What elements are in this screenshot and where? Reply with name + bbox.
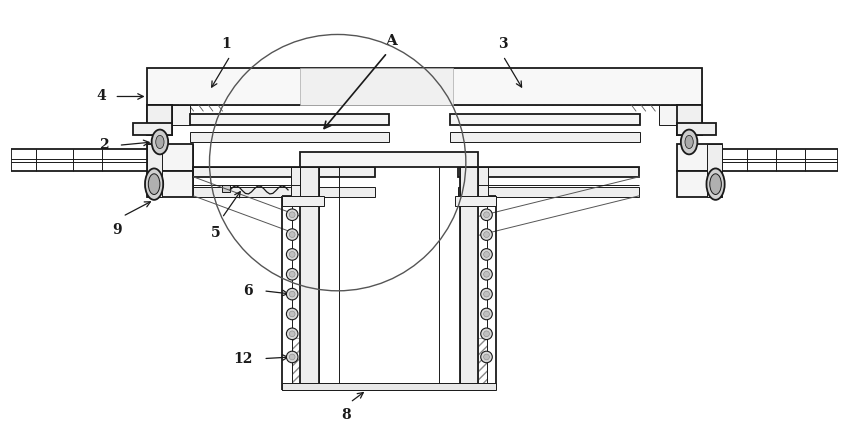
Circle shape [484, 212, 489, 218]
Bar [659, 105, 677, 125]
Circle shape [484, 331, 489, 337]
Text: 12: 12 [233, 351, 252, 366]
Circle shape [481, 328, 492, 340]
Text: 5: 5 [211, 226, 221, 240]
Text: 6: 6 [243, 284, 252, 298]
Circle shape [290, 232, 295, 238]
Text: 1: 1 [222, 37, 231, 51]
Bar [172, 105, 190, 125]
Circle shape [286, 229, 298, 241]
Bar [292, 338, 309, 386]
Text: 2: 2 [99, 138, 109, 152]
Bar [222, 185, 230, 192]
Ellipse shape [155, 135, 164, 149]
Text: 8: 8 [341, 408, 351, 422]
Bar [290, 167, 301, 196]
Circle shape [484, 272, 489, 277]
Bar [460, 167, 478, 388]
Bar [677, 144, 722, 171]
Bar [478, 167, 488, 196]
Bar [458, 187, 639, 197]
Bar [301, 152, 478, 167]
Bar [190, 132, 389, 142]
Circle shape [286, 288, 298, 300]
Circle shape [484, 232, 489, 238]
Circle shape [286, 328, 298, 340]
Circle shape [481, 249, 492, 260]
Circle shape [286, 209, 298, 221]
Circle shape [484, 311, 489, 317]
Circle shape [286, 308, 298, 320]
Bar [148, 144, 162, 197]
Circle shape [290, 212, 295, 218]
Circle shape [290, 272, 295, 277]
Bar [301, 167, 318, 388]
Bar [148, 171, 193, 197]
Ellipse shape [149, 174, 160, 195]
Bar [282, 383, 497, 390]
Ellipse shape [710, 174, 722, 195]
Circle shape [481, 308, 492, 320]
Bar [707, 144, 722, 197]
Circle shape [290, 311, 295, 317]
Bar [282, 196, 323, 206]
Bar [193, 187, 375, 197]
Bar [132, 123, 172, 135]
Circle shape [481, 269, 492, 280]
Bar [301, 68, 453, 105]
Text: A: A [385, 34, 397, 48]
Ellipse shape [681, 130, 697, 154]
Circle shape [481, 209, 492, 221]
Bar [455, 196, 497, 206]
Bar [193, 167, 375, 177]
Ellipse shape [706, 168, 725, 200]
Ellipse shape [152, 130, 168, 154]
Bar [148, 144, 193, 171]
Bar [458, 167, 639, 177]
Text: 9: 9 [112, 223, 121, 237]
Ellipse shape [145, 168, 163, 200]
Circle shape [290, 354, 295, 360]
Bar [148, 105, 172, 135]
Circle shape [481, 351, 492, 363]
Bar [460, 167, 478, 388]
Bar [148, 68, 301, 105]
Bar [450, 114, 640, 125]
Circle shape [290, 331, 295, 337]
Bar [677, 123, 717, 135]
Circle shape [286, 249, 298, 260]
Circle shape [286, 351, 298, 363]
Ellipse shape [685, 135, 694, 149]
Bar [470, 338, 486, 386]
Bar [453, 68, 701, 105]
Circle shape [286, 269, 298, 280]
Circle shape [290, 291, 295, 297]
Bar [148, 68, 701, 105]
Bar [148, 105, 172, 135]
Text: 3: 3 [498, 37, 508, 51]
Bar [677, 105, 701, 135]
Circle shape [481, 229, 492, 241]
Text: 4: 4 [97, 90, 106, 103]
Circle shape [484, 291, 489, 297]
Circle shape [481, 288, 492, 300]
Circle shape [484, 354, 489, 360]
Bar [301, 167, 318, 388]
Bar [450, 132, 640, 142]
Bar [677, 171, 722, 197]
Circle shape [290, 252, 295, 257]
Circle shape [484, 252, 489, 257]
Bar [190, 114, 389, 125]
Bar [677, 105, 701, 135]
